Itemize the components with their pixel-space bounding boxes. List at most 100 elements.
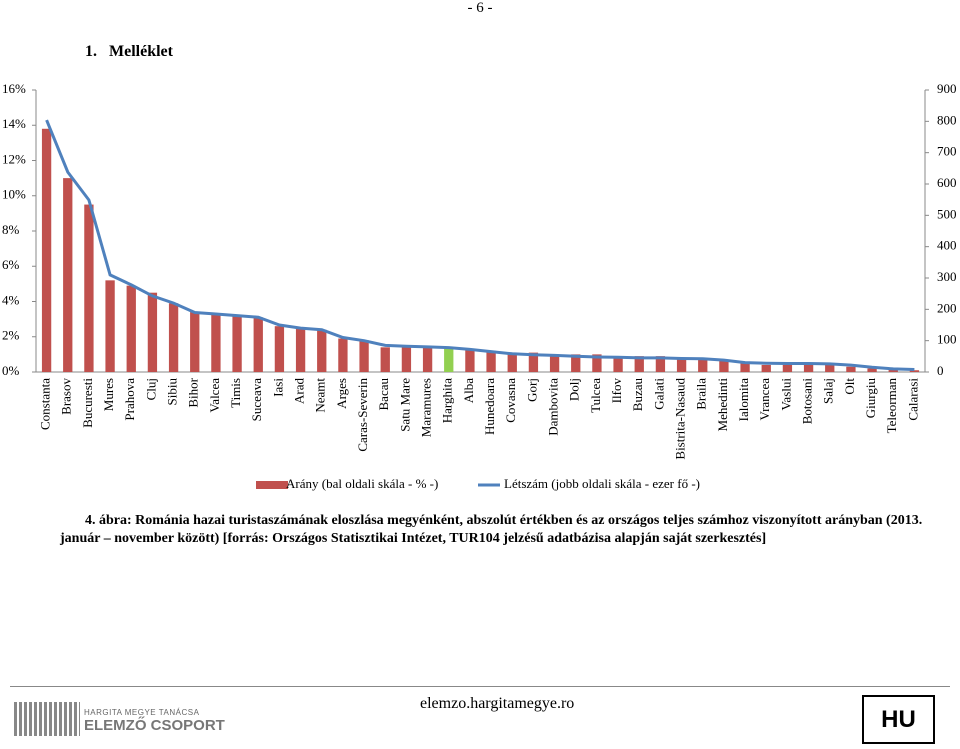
bar	[803, 364, 814, 372]
x-tick-label: Bistrita-Nasaud	[673, 378, 688, 460]
x-tick-label: Constanta	[38, 378, 53, 430]
x-tick-label: Covasna	[503, 378, 518, 423]
x-tick-label: Salaj	[821, 378, 836, 404]
bar	[634, 356, 644, 372]
bar	[676, 357, 687, 372]
x-tick-label: Satu Mare	[397, 378, 412, 432]
x-tick-label: Vaslui	[778, 378, 793, 411]
bar	[295, 327, 306, 372]
x-tick-label: Ilfov	[609, 378, 624, 404]
x-tick-label: Galati	[651, 378, 666, 410]
logo-bottom: ELEMZŐ CSOPORT	[84, 717, 225, 734]
bar	[592, 354, 602, 372]
x-tick-label: Gorj	[524, 378, 539, 402]
bar	[507, 352, 517, 372]
bar	[655, 356, 666, 372]
bar	[698, 357, 708, 372]
y2-tick-label: 600	[937, 175, 957, 190]
y2-tick-label: 900	[937, 81, 957, 96]
bar	[359, 340, 369, 372]
bar	[401, 347, 412, 372]
x-tick-label: Bucuresti	[80, 378, 95, 428]
x-tick-label: Suceava	[249, 378, 264, 422]
x-tick-label: Mehedinti	[715, 378, 730, 432]
x-tick-label: Brasov	[59, 378, 74, 415]
bar	[168, 303, 179, 372]
y-tick-label: 6%	[2, 257, 20, 272]
bar	[147, 292, 158, 372]
page-number: - 6 -	[467, 0, 493, 16]
y2-tick-label: 0	[937, 363, 944, 378]
x-tick-label: Valcea	[207, 378, 222, 413]
bar	[338, 338, 348, 372]
bar	[422, 347, 433, 372]
x-tick-label: Buzau	[630, 378, 645, 412]
x-tick-label: Dambovita	[546, 378, 561, 436]
x-tick-label: Dolj	[567, 378, 582, 401]
line	[45, 119, 915, 371]
x-tick-label: Teleorman	[884, 378, 899, 434]
y-tick-label: 2%	[2, 328, 20, 343]
bar	[613, 356, 623, 372]
bar	[486, 350, 496, 372]
section-title: 1. Melléklet	[85, 43, 173, 60]
legend-label: Létszám (jobb oldali skála - ezer fő -)	[504, 476, 700, 491]
y2-tick-label: 500	[937, 206, 957, 221]
y-tick-label: 14%	[2, 116, 26, 131]
bar	[719, 359, 729, 372]
footer-rule	[10, 686, 950, 687]
x-tick-label: Maramures	[419, 378, 434, 437]
legend-label: Arány (bal oldali skála - % -)	[286, 476, 438, 491]
y2-tick-label: 300	[937, 269, 957, 284]
y2-tick-label: 800	[937, 112, 957, 127]
x-tick-label: Tulcea	[588, 378, 603, 413]
bar	[232, 315, 242, 372]
language-box: HU	[862, 695, 935, 744]
bar	[571, 354, 581, 372]
x-tick-label: Arges	[334, 378, 349, 409]
bar	[126, 285, 136, 372]
x-tick-label: Harghita	[440, 378, 455, 423]
x-tick-label: Neamt	[313, 378, 328, 413]
x-tick-label: Cluj	[143, 378, 158, 400]
bar	[444, 347, 454, 372]
x-tick-label: Braila	[694, 378, 709, 410]
x-tick-label: Arad	[292, 378, 307, 404]
website: elemzo.hargitamegye.ro	[420, 695, 575, 712]
logo-top: HARGITA MEGYE TANÁCSA	[84, 708, 200, 717]
y2-tick-label: 100	[937, 332, 957, 347]
bar	[549, 354, 560, 372]
x-tick-label: Prahova	[122, 378, 137, 421]
x-tick-label: Olt	[842, 378, 857, 395]
y-tick-label: 0%	[2, 363, 20, 378]
x-tick-label: Botosani	[800, 378, 815, 425]
caption: 4. ábra: Románia hazai turistaszámának e…	[60, 513, 923, 546]
bar	[909, 370, 920, 372]
x-tick-label: Mures	[101, 378, 116, 411]
bar	[253, 317, 263, 372]
x-tick-label: Iasi	[270, 378, 285, 397]
bar	[63, 178, 73, 372]
chart: 0% 2% 4% 6% 8% 10% 12% 14% 16% 0 100 200 300 400 500 60…	[2, 81, 957, 491]
bar	[41, 128, 52, 372]
bar	[317, 329, 327, 372]
x-tick-label: Alba	[461, 378, 476, 404]
x-tick-label: Giurgiu	[863, 378, 878, 419]
bar	[211, 313, 221, 372]
y-tick-label: 12%	[2, 151, 26, 166]
bar	[761, 364, 771, 372]
bar	[190, 312, 200, 372]
x-tick-label: Vrancea	[757, 378, 772, 421]
bar	[465, 349, 475, 372]
bar	[274, 326, 285, 372]
y-tick-label: 8%	[2, 222, 20, 237]
bar	[528, 352, 539, 372]
y2-tick-label: 700	[937, 144, 957, 159]
y2-tick-label: 400	[937, 238, 957, 253]
x-tick-label: Timis	[228, 378, 243, 408]
bar	[740, 363, 750, 372]
bar	[825, 364, 835, 372]
bar	[867, 368, 877, 372]
y-tick-label: 10%	[2, 187, 26, 202]
